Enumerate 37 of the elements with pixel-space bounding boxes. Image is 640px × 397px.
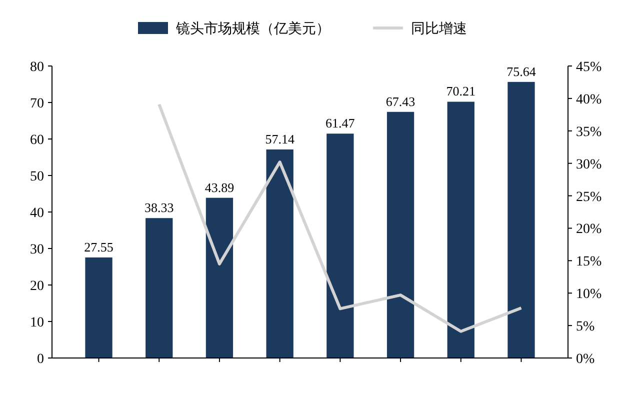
bar [85,257,112,358]
y2-tick-label: 35% [576,124,602,140]
data-label: 67.43 [386,94,416,109]
y2-tick-label: 30% [576,157,602,172]
data-label: 57.14 [265,131,295,146]
bar [326,134,354,358]
y2-tick-label: 0% [576,352,595,367]
bar [266,149,294,358]
data-label: 61.47 [326,116,356,131]
bar [447,102,474,358]
y-tick-label: 50 [30,170,44,184]
y-tick-label: 10 [30,316,44,330]
y-tick-label: 30 [30,242,44,258]
legend-label: 镜头市场规模（亿美元） [175,21,330,37]
y2-tick-label: 5% [576,320,595,335]
bar [386,112,414,358]
y-tick-label: 70 [30,96,44,112]
y-tick-label: 20 [30,279,44,294]
legend-label: 同比增速 [411,21,467,37]
y-tick-label: 80 [30,60,44,75]
y-tick-label: 40 [30,206,44,221]
y-tick-label: 60 [30,133,44,148]
bar [146,218,173,358]
y2-tick-label: 20% [576,222,602,238]
data-label: 38.33 [144,200,174,216]
data-label: 27.55 [84,239,114,254]
data-label: 70.21 [446,84,476,99]
y-tick-label: 0 [37,352,44,367]
data-label: 43.89 [204,180,234,195]
bar [206,198,234,358]
y2-tick-label: 15% [576,254,602,270]
y2-tick-label: 10% [576,287,602,302]
data-label: 75.64 [506,64,536,79]
bar [508,82,535,358]
y2-tick-label: 40% [576,92,602,108]
y2-tick-label: 45% [576,60,602,75]
y2-tick-label: 25% [576,190,602,205]
